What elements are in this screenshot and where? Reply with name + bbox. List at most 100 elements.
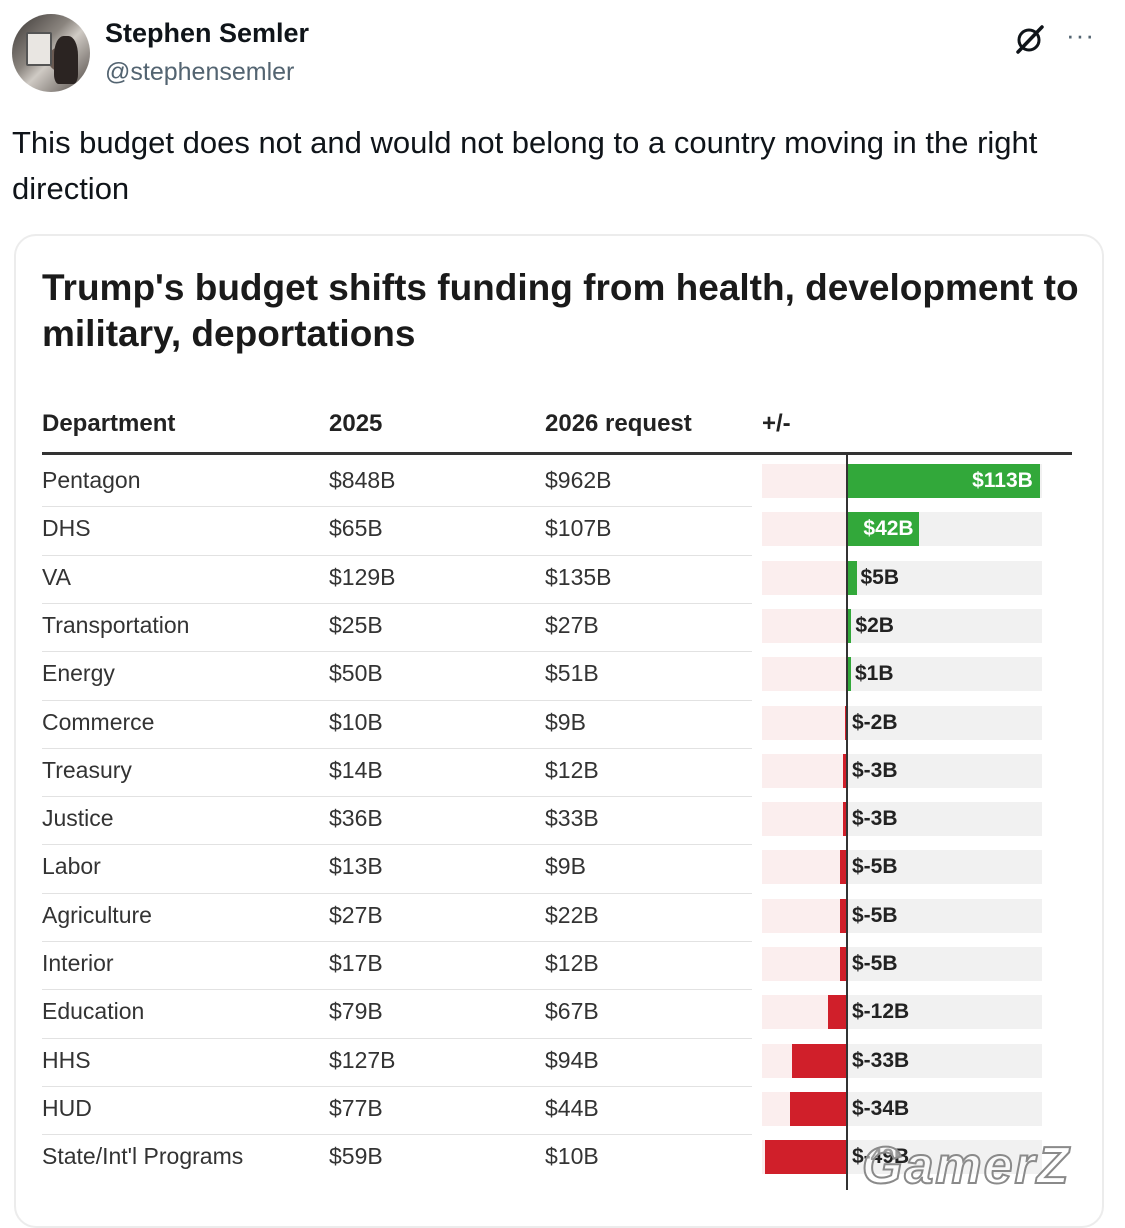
change-bar-decrease: [839, 850, 848, 885]
value-2025: $25B: [329, 611, 383, 638]
value-2025: $36B: [329, 805, 383, 832]
value-2025: $27B: [329, 901, 383, 928]
change-label: $-2B: [852, 710, 898, 734]
value-2025: $79B: [329, 998, 383, 1025]
value-2025: $50B: [329, 660, 383, 687]
bar-track-negative: [762, 512, 848, 547]
value-2025: $65B: [329, 515, 383, 542]
value-2025: $127B: [329, 1046, 396, 1073]
change-bar-increase: [848, 657, 851, 692]
change-bar-increase: [848, 512, 920, 547]
column-header-2026-request: 2026 request: [545, 410, 692, 437]
bar-track-negative: [762, 850, 848, 885]
change-label: $42B: [863, 517, 914, 541]
department-name: Energy: [42, 660, 115, 687]
change-label: $5B: [860, 565, 900, 589]
row-divider: [42, 989, 752, 991]
change-label: $113B: [972, 469, 1033, 492]
department-name: Treasury: [42, 756, 132, 783]
author-name[interactable]: Stephen Semler: [105, 18, 310, 48]
row-divider: [42, 1037, 752, 1039]
change-label: $-33B: [852, 1048, 910, 1072]
value-2026-request: $107B: [545, 515, 612, 542]
department-name: Education: [42, 998, 145, 1025]
bar-track-negative: [762, 657, 848, 692]
department-name: HUD: [42, 1094, 92, 1121]
value-2026-request: $27B: [545, 611, 599, 638]
row-divider: [42, 506, 752, 508]
bar-track-negative: [762, 560, 848, 595]
bar-track-negative: [762, 608, 848, 643]
department-name: State/Int'l Programs: [42, 1143, 244, 1170]
column-header-department: Department: [42, 410, 176, 437]
row-divider: [42, 747, 752, 749]
change-label: $-5B: [852, 903, 898, 927]
watermark: GamerZ: [861, 1136, 1071, 1196]
change-label: $-49B: [852, 1145, 910, 1169]
row-divider: [42, 1134, 752, 1136]
change-bar-increase: [848, 608, 852, 643]
department-name: HHS: [42, 1046, 91, 1073]
value-2025: $848B: [329, 467, 396, 493]
change-label: $-34B: [852, 1096, 910, 1120]
more-options-icon[interactable]: ···: [1066, 20, 1095, 50]
department-name: Interior: [42, 950, 114, 976]
row-divider: [42, 602, 752, 604]
bar-track-negative: [762, 802, 848, 837]
change-label: $-5B: [852, 952, 898, 975]
department-name: Agriculture: [42, 901, 152, 928]
change-bar-decrease: [839, 947, 848, 981]
row-divider: [42, 844, 752, 846]
department-name: Justice: [42, 805, 114, 832]
value-2026-request: $94B: [545, 1046, 599, 1073]
row-divider: [42, 699, 752, 701]
row-divider: [42, 892, 752, 894]
change-bar-decrease: [791, 1043, 848, 1078]
change-bar-increase: [848, 560, 857, 595]
department-name: Labor: [42, 853, 101, 880]
header-divider: [42, 452, 1072, 455]
change-bar-increase: [848, 464, 1041, 498]
row-divider: [42, 554, 752, 556]
chart-title: Trump's budget shifts funding from healt…: [42, 267, 1079, 354]
tweet-text: This budget does not and would not belon…: [12, 125, 1038, 206]
bar-track-negative: [762, 947, 848, 981]
change-label: $-12B: [852, 1000, 910, 1024]
zero-axis: [846, 455, 848, 1190]
bar-track-negative: [762, 705, 848, 740]
change-label: $-5B: [852, 855, 898, 879]
department-name: Transportation: [42, 611, 190, 638]
department-name: DHS: [42, 515, 91, 542]
value-2026-request: $10B: [545, 1143, 599, 1170]
department-name: VA: [42, 563, 71, 590]
change-label: $-3B: [852, 758, 898, 782]
value-2025: $14B: [329, 756, 383, 783]
value-2025: $13B: [329, 853, 383, 880]
value-2025: $59B: [329, 1143, 383, 1170]
change-label: $2B: [855, 613, 894, 637]
change-label: $1B: [855, 662, 894, 686]
value-2026-request: $33B: [545, 805, 599, 832]
change-bar-decrease: [839, 898, 848, 933]
bar-track-negative: [762, 753, 848, 788]
value-2026-request: $22B: [545, 901, 599, 928]
column-header-change: +/-: [762, 410, 791, 437]
change-bar-decrease: [842, 753, 848, 788]
value-2026-request: $9B: [545, 853, 586, 880]
department-name: Pentagon: [42, 467, 141, 493]
avatar[interactable]: [12, 14, 90, 92]
value-2025: $129B: [329, 563, 396, 590]
row-divider: [42, 796, 752, 798]
row-divider: [42, 1085, 752, 1087]
value-2026-request: $51B: [545, 660, 599, 687]
change-bar-decrease: [827, 995, 848, 1030]
change-label: $-3B: [852, 807, 898, 831]
value-2026-request: $67B: [545, 998, 599, 1025]
value-2025: $17B: [329, 950, 383, 976]
grok-icon[interactable]: [1013, 22, 1047, 56]
column-header-2025: 2025: [329, 410, 383, 437]
value-2026-request: $12B: [545, 950, 599, 976]
author-handle[interactable]: @stephensemler: [105, 58, 295, 86]
row-divider: [42, 941, 752, 942]
value-2026-request: $44B: [545, 1094, 599, 1121]
